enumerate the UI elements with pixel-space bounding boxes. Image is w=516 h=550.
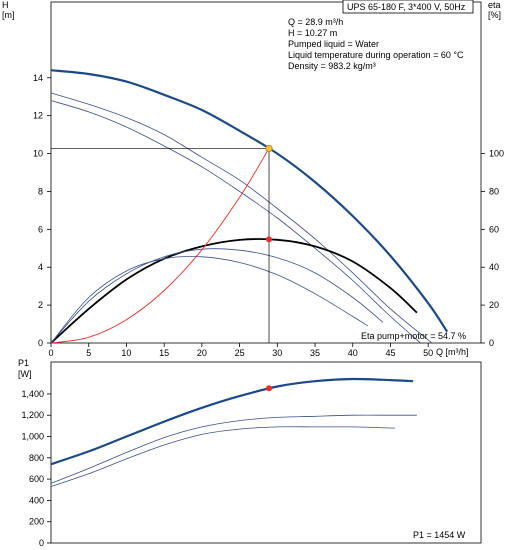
- x-tick-label: 15: [159, 348, 169, 358]
- info-line-density: Density = 983.2 kg/m³: [288, 61, 376, 71]
- eta-annotation: Eta pump+motor = 54.7 %: [361, 331, 466, 341]
- power-tick-label: 800: [29, 453, 44, 463]
- duty-point-eta-marker: [266, 236, 273, 243]
- power-curve-thin: [50, 426, 396, 487]
- head-axis-unit: [m]: [2, 10, 15, 20]
- eta-tick-label: 100: [489, 149, 504, 159]
- head-curve-thin: [50, 100, 421, 344]
- head-tick-label: 8: [38, 186, 43, 196]
- info-line-q: Q = 28.9 m³/h: [288, 17, 343, 27]
- duty-point-head-marker: [265, 144, 273, 153]
- power-tick-label: 200: [29, 517, 44, 527]
- head-tick-label: 12: [33, 111, 43, 121]
- head-tick-label: 6: [38, 224, 43, 234]
- x-tick-label: 35: [310, 348, 320, 358]
- eta-tick-label: 80: [489, 186, 499, 196]
- head-tick-label: 10: [33, 149, 43, 159]
- duty-point-power-marker: [266, 385, 273, 392]
- power-plot-border: [50, 361, 482, 544]
- flow-axis-label: Q [m³/h]: [436, 347, 469, 357]
- head-tick-label: 2: [38, 300, 43, 310]
- power-curve-thin: [50, 414, 417, 484]
- eta-axis-label: eta: [488, 0, 501, 10]
- power-tick-label: 1,200: [21, 410, 44, 420]
- head-curve-main: [50, 69, 449, 333]
- info-line-h: H = 10.27 m: [288, 28, 337, 38]
- power-tick-label: 400: [29, 495, 44, 505]
- head-tick-label: 0: [38, 338, 43, 348]
- eta-curve-eta: [50, 238, 418, 344]
- chart-title: UPS 65-180 F, 3*400 V, 50Hz: [347, 2, 466, 12]
- head-tick-label: 14: [33, 73, 43, 83]
- head-axis-label: H: [2, 0, 9, 10]
- eta-curve-thin: [50, 256, 369, 344]
- x-tick-label: 40: [348, 348, 358, 358]
- x-tick-label: 20: [197, 348, 207, 358]
- system-curve-system: [50, 148, 270, 344]
- info-line-liquid: Pumped liquid = Water: [288, 39, 379, 49]
- head-plot-border: [50, 1, 482, 344]
- x-tick-label: 50: [423, 348, 433, 358]
- power-tick-label: 1,400: [21, 389, 44, 399]
- head-curve-thin: [50, 92, 433, 344]
- eta-tick-label: 40: [489, 262, 499, 272]
- power-tick-label: 1,000: [21, 432, 44, 442]
- x-tick-label: 0: [48, 348, 53, 358]
- title-box: [342, 0, 474, 14]
- power-chart-frame: [50, 361, 482, 544]
- power-axis-unit: [W]: [18, 369, 32, 379]
- x-tick-label: 45: [385, 348, 395, 358]
- p1-annotation: P1 = 1454 W: [413, 530, 466, 540]
- x-tick-label: 5: [86, 348, 91, 358]
- head-chart-frame: [50, 1, 482, 344]
- head-tick-label: 4: [38, 262, 43, 272]
- x-tick-label: 25: [235, 348, 245, 358]
- x-tick-label: 10: [121, 348, 131, 358]
- power-tick-label: 600: [29, 474, 44, 484]
- power-tick-label: 0: [39, 538, 44, 548]
- eta-axis-unit: [%]: [488, 10, 501, 20]
- eta-tick-label: 0: [489, 338, 494, 348]
- power-curve-main: [50, 377, 414, 466]
- eta-tick-label: 60: [489, 224, 499, 234]
- eta-curve-thin: [50, 248, 384, 344]
- info-line-temperature: Liquid temperature during operation = 60…: [288, 50, 464, 60]
- eta-tick-label: 20: [489, 300, 499, 310]
- power-axis-label: P1: [18, 358, 29, 368]
- x-tick-label: 30: [272, 348, 282, 358]
